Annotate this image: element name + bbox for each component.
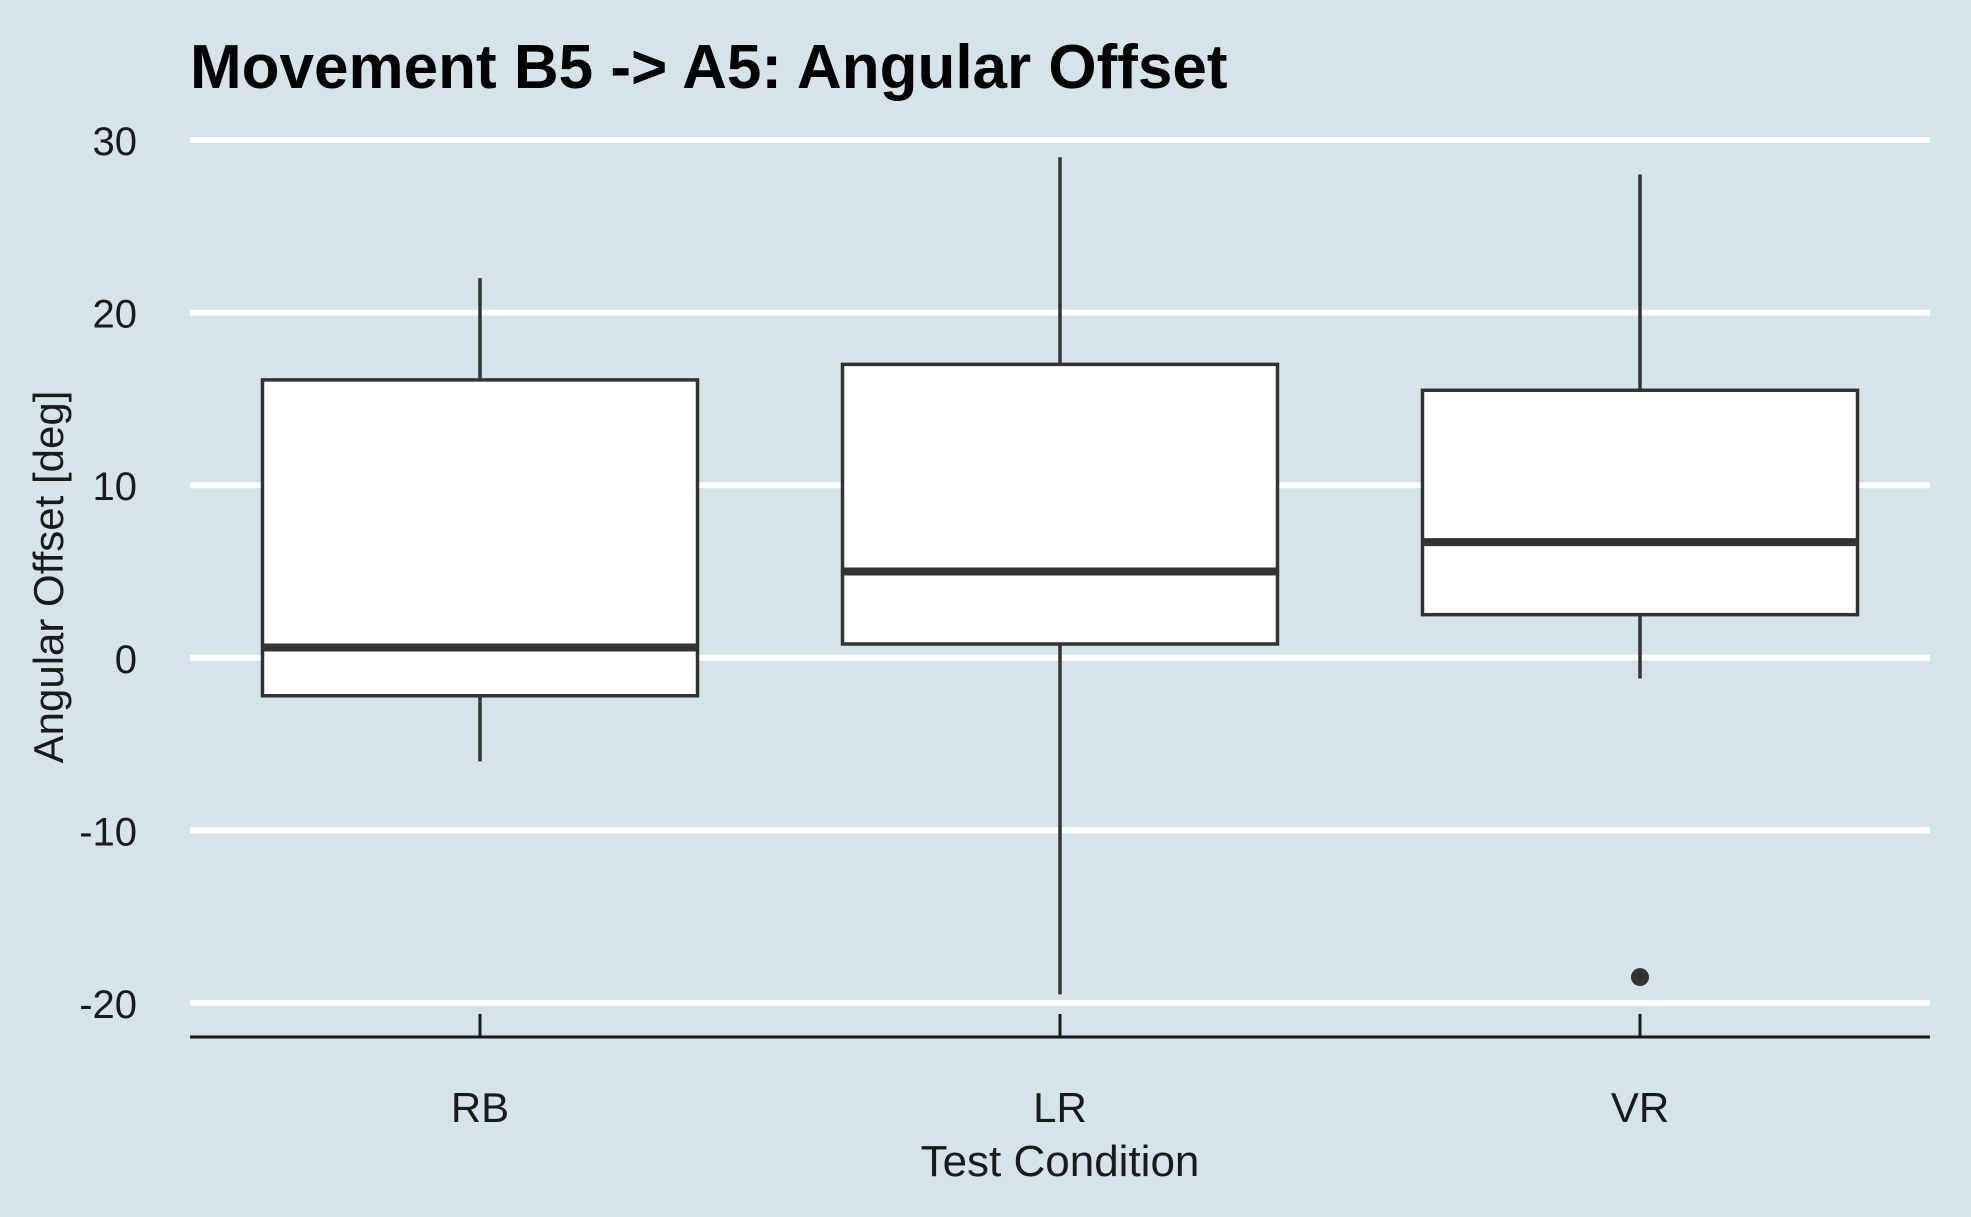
box-series <box>260 157 1860 995</box>
x-axis-label: Test Condition <box>921 1137 1200 1186</box>
outlier-point <box>1631 968 1649 987</box>
y-tick-label: -10 <box>79 810 137 854</box>
y-tick-label: 0 <box>115 638 137 682</box>
y-tick-label: 30 <box>93 120 138 164</box>
box-iqr <box>260 378 700 698</box>
y-tick-label: -20 <box>79 983 137 1027</box>
box-lr <box>840 157 1280 995</box>
x-tick-label: RB <box>451 1084 509 1131</box>
chart-title: Movement B5 -> A5: Angular Offset <box>190 33 1228 102</box>
y-tick-labels: 30 20 10 0 -10 -20 <box>79 120 137 1027</box>
box-vr <box>1420 174 1860 987</box>
x-tick-label: VR <box>1611 1084 1669 1131</box>
y-tick-label: 20 <box>93 293 138 337</box>
y-axis-label: Angular Offset [deg] <box>25 391 72 764</box>
box-rb <box>260 278 700 762</box>
box-iqr <box>840 362 1280 646</box>
y-tick-label: 10 <box>93 465 138 509</box>
box-iqr <box>1420 388 1860 617</box>
x-tick-group: RB LR VR <box>451 1014 1669 1131</box>
x-tick-label: LR <box>1033 1084 1087 1131</box>
